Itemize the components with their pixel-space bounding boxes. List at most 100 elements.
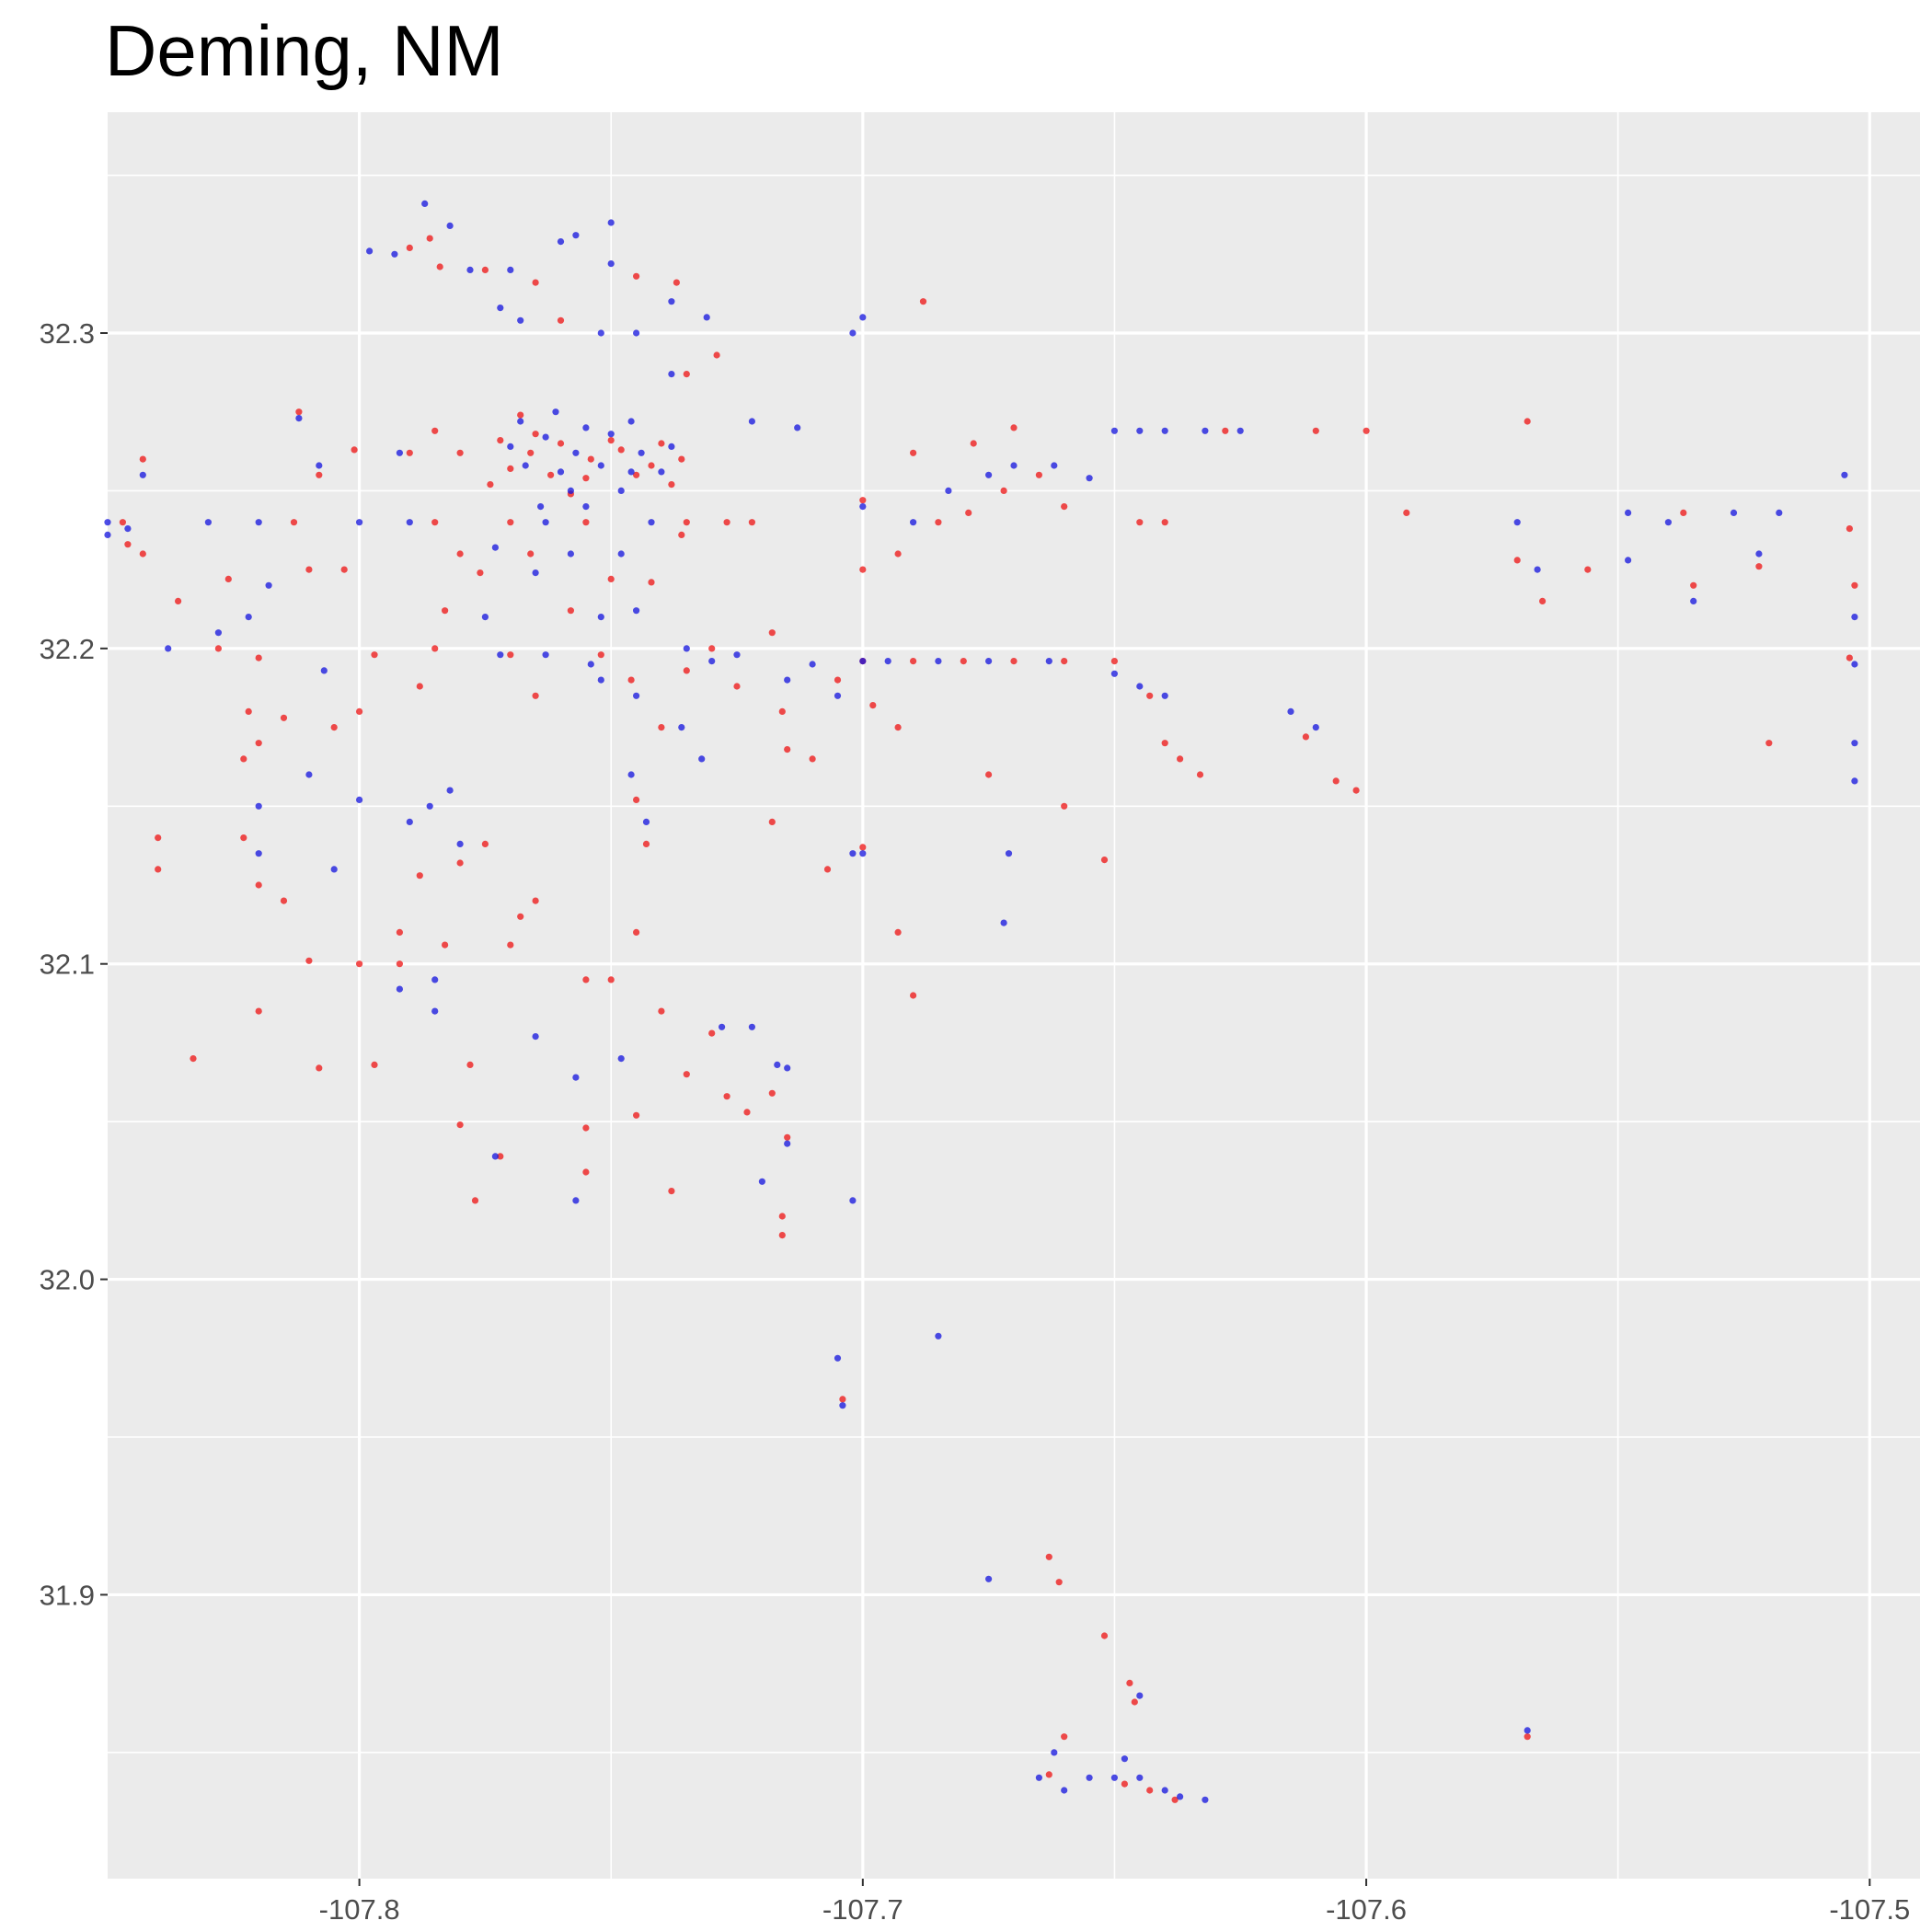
data-point-red: [1126, 1679, 1133, 1686]
data-point-red: [567, 607, 575, 615]
data-point-blue: [708, 658, 716, 665]
data-point-blue: [1755, 550, 1763, 558]
data-point-red: [768, 1089, 776, 1097]
data-point-red: [1196, 771, 1204, 778]
data-point-blue: [859, 314, 867, 321]
data-point-blue: [859, 503, 867, 511]
data-point-red: [1524, 418, 1531, 425]
data-point-blue: [1051, 1749, 1058, 1756]
y-tick-label: 32.0: [40, 1264, 95, 1296]
data-point-red: [1045, 1553, 1052, 1560]
data-point-blue: [542, 651, 549, 659]
data-point-red: [487, 481, 494, 489]
data-point-red: [859, 497, 867, 504]
data-point-red: [648, 579, 655, 586]
data-point-red: [582, 976, 590, 983]
data-point-red: [1312, 427, 1319, 434]
data-point-red: [532, 692, 539, 699]
data-point-blue: [1121, 1755, 1128, 1763]
data-point-blue: [255, 850, 262, 857]
data-point-blue: [1236, 427, 1244, 434]
data-point-blue: [507, 443, 514, 450]
data-point-red: [708, 1029, 716, 1037]
data-point-blue: [1841, 471, 1848, 478]
data-point-blue: [1202, 427, 1209, 434]
plot-panel: [108, 112, 1920, 1879]
data-point-red: [1100, 857, 1109, 864]
data-point-red: [547, 471, 555, 478]
data-point-blue: [406, 519, 413, 526]
data-point-red: [255, 1007, 262, 1015]
data-point-red: [823, 866, 832, 873]
data-point-red: [155, 866, 162, 873]
data-point-blue: [552, 408, 559, 416]
data-point-blue: [1045, 658, 1052, 665]
data-point-blue: [1086, 1774, 1093, 1781]
data-point-blue: [305, 771, 313, 778]
data-point-blue: [668, 371, 675, 378]
y-axis: 31.9 32.0 32.1 32.2 32.3: [40, 317, 108, 1611]
data-point-blue: [748, 1023, 756, 1030]
chart-title: Deming, NM: [105, 10, 504, 91]
data-point-red: [1539, 597, 1547, 605]
data-point-blue: [356, 796, 363, 804]
data-point-blue: [431, 1007, 439, 1015]
data-point-red: [416, 683, 423, 690]
data-point-blue: [466, 266, 474, 273]
data-point-red: [527, 449, 535, 456]
data-point-blue: [1110, 427, 1118, 434]
data-point-blue: [985, 658, 993, 665]
x-tick-label: -107.7: [822, 1893, 903, 1926]
data-point-blue: [481, 614, 489, 621]
data-point-red: [481, 266, 489, 273]
data-point-blue: [497, 305, 504, 312]
data-point-red: [673, 279, 681, 286]
data-point-red: [224, 575, 232, 583]
data-point-blue: [1010, 462, 1018, 469]
data-point-blue: [214, 629, 222, 637]
data-point-red: [985, 771, 993, 778]
data-point-blue: [517, 418, 524, 425]
data-point-blue: [1177, 1793, 1184, 1800]
data-point-red: [240, 834, 247, 842]
data-point-blue: [607, 431, 615, 438]
data-point-red: [582, 475, 590, 482]
data-point-red: [517, 913, 524, 920]
data-point-red: [532, 897, 539, 904]
data-point-red: [1146, 692, 1154, 699]
grid-major: [108, 112, 1920, 1879]
data-point-red: [1363, 427, 1370, 434]
data-point-red: [587, 455, 594, 463]
data-point-blue: [1625, 509, 1632, 517]
data-point-blue: [396, 985, 403, 993]
data-point-red: [507, 941, 514, 949]
data-point-blue: [859, 658, 867, 665]
data-point-blue: [633, 607, 640, 615]
data-point-blue: [1051, 462, 1058, 469]
data-point-red: [305, 957, 313, 964]
data-point-red: [869, 702, 877, 709]
data-point-red: [683, 519, 690, 526]
data-point-blue: [703, 314, 710, 321]
data-point-red: [517, 411, 524, 419]
data-point-red: [668, 1188, 675, 1195]
data-point-red: [557, 316, 565, 324]
data-point-red: [456, 859, 464, 867]
data-point-blue: [406, 818, 413, 826]
data-point-blue: [1161, 692, 1168, 699]
data-point-red: [1136, 519, 1144, 526]
data-point-blue: [733, 651, 741, 659]
data-point-blue: [597, 676, 604, 684]
data-point-red: [910, 658, 917, 665]
data-point-red: [1171, 1796, 1179, 1803]
data-point-red: [356, 960, 363, 968]
data-point-blue: [1312, 724, 1319, 731]
data-point-blue: [567, 487, 575, 495]
data-point-red: [240, 755, 247, 763]
data-point-blue: [617, 487, 625, 495]
data-point-blue: [597, 329, 604, 337]
data-point-red: [658, 440, 665, 447]
data-point-red: [627, 676, 635, 684]
data-point-blue: [607, 219, 615, 226]
data-point-blue: [587, 661, 594, 668]
